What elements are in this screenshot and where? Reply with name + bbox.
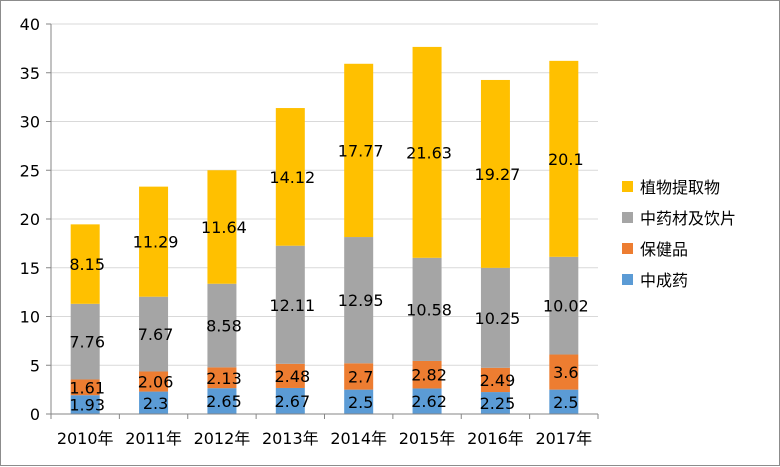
bar-segment bbox=[480, 267, 510, 368]
bar-segment bbox=[207, 170, 237, 284]
data-label: 2.67 bbox=[275, 392, 311, 411]
bar-segment bbox=[549, 60, 579, 257]
y-tick-label: 5 bbox=[30, 356, 40, 375]
data-label: 12.11 bbox=[269, 296, 315, 315]
legend-label: 植物提取物 bbox=[640, 178, 720, 197]
data-label: 12.95 bbox=[338, 291, 384, 310]
bar-segment bbox=[70, 303, 100, 380]
legend-label: 中成药 bbox=[640, 271, 688, 290]
x-axis-ticks: 2010年 2011年 2012年 2013年 2014年 2015年 2016年 2017年 bbox=[57, 429, 592, 448]
legend-swatch bbox=[622, 274, 633, 285]
legend-swatch bbox=[622, 243, 633, 254]
data-label: 2.5 bbox=[553, 393, 578, 412]
data-label: 2.7 bbox=[348, 367, 373, 386]
legend-swatch bbox=[622, 181, 633, 192]
y-tick-label: 20 bbox=[20, 210, 40, 229]
bar-segment bbox=[344, 389, 374, 414]
data-label: 11.29 bbox=[133, 233, 179, 252]
bar-segment bbox=[412, 46, 442, 258]
y-axis-ticks: 0 5 10 15 20 25 30 35 40 bbox=[20, 15, 40, 424]
data-label: 14.12 bbox=[269, 168, 315, 187]
data-label: 2.06 bbox=[138, 373, 174, 392]
bar-segment bbox=[275, 245, 305, 364]
bar-segment bbox=[344, 363, 374, 390]
bar-segment bbox=[207, 388, 237, 414]
bar-segment bbox=[344, 63, 374, 238]
data-label: 2.62 bbox=[411, 392, 447, 411]
x-tick-label: 2016年 bbox=[467, 429, 524, 448]
bar-segment bbox=[275, 108, 305, 246]
data-label: 3.6 bbox=[553, 363, 578, 382]
x-tick-label: 2012年 bbox=[194, 429, 251, 448]
bar-segment bbox=[207, 283, 237, 368]
data-label: 8.15 bbox=[69, 255, 105, 274]
data-label: 2.82 bbox=[411, 366, 447, 385]
bar-segment bbox=[139, 371, 169, 392]
y-tick-label: 0 bbox=[30, 405, 40, 424]
bars bbox=[70, 46, 579, 414]
data-label: 19.27 bbox=[475, 165, 521, 184]
bar-segment bbox=[412, 360, 442, 389]
data-label: 7.67 bbox=[138, 325, 174, 344]
bar-segment bbox=[275, 387, 305, 414]
data-label: 2.25 bbox=[480, 394, 516, 413]
bar-segment bbox=[70, 395, 100, 414]
y-tick-label: 35 bbox=[20, 64, 40, 83]
bar-segment bbox=[412, 257, 442, 361]
bar-segment bbox=[207, 367, 237, 389]
data-label: 21.63 bbox=[406, 143, 452, 162]
y-tick-label: 25 bbox=[20, 161, 40, 180]
x-tick-label: 2014年 bbox=[330, 429, 387, 448]
legend-label: 保健品 bbox=[640, 240, 688, 259]
data-label: 2.49 bbox=[480, 371, 516, 390]
y-tick-label: 40 bbox=[20, 15, 40, 34]
bar-segment bbox=[139, 391, 169, 414]
bar-segment bbox=[412, 388, 442, 414]
data-label: 2.65 bbox=[206, 392, 242, 411]
bar-segment bbox=[480, 79, 510, 268]
legend-swatch bbox=[622, 212, 633, 223]
bar-segment bbox=[549, 256, 579, 355]
data-labels: 1.931.61 7.76 8.15 2.3 2.06 7.67 11.29 2.65 2.13… bbox=[69, 141, 588, 414]
data-label: 7.76 bbox=[69, 333, 105, 352]
x-tick-label: 2011年 bbox=[125, 429, 182, 448]
bar-segment bbox=[70, 224, 100, 304]
x-tick-label: 2010年 bbox=[57, 429, 114, 448]
axes bbox=[46, 23, 599, 419]
data-label: 10.02 bbox=[543, 297, 589, 316]
y-tick-label: 15 bbox=[20, 259, 40, 278]
bar-segment bbox=[480, 392, 510, 414]
x-tick-label: 2017年 bbox=[535, 429, 592, 448]
data-label: 2.48 bbox=[275, 367, 311, 386]
bar-segment bbox=[480, 367, 510, 393]
data-label: 1.61 bbox=[69, 378, 105, 397]
bar-segment bbox=[549, 389, 579, 414]
x-tick-label: 2015年 bbox=[399, 429, 456, 448]
bar-segment bbox=[70, 379, 100, 396]
bar-segment bbox=[275, 363, 305, 388]
data-label: 10.25 bbox=[475, 309, 521, 328]
y-tick-label: 30 bbox=[20, 113, 40, 132]
data-label: 20.1 bbox=[548, 150, 584, 169]
data-label: 11.64 bbox=[201, 218, 247, 237]
data-label: 17.77 bbox=[338, 141, 384, 160]
data-label: 2.5 bbox=[348, 393, 373, 412]
data-label: 2.3 bbox=[143, 394, 168, 413]
y-tick-label: 10 bbox=[20, 308, 40, 327]
bar-segment bbox=[139, 186, 169, 297]
data-label: 1.93 bbox=[69, 396, 105, 415]
bar-segment bbox=[549, 354, 579, 390]
data-label: 8.58 bbox=[206, 317, 242, 336]
bar-segment bbox=[139, 296, 169, 372]
legend-label: 中药材及饮片 bbox=[640, 209, 736, 228]
data-label: 10.58 bbox=[406, 300, 452, 319]
data-label: 2.13 bbox=[206, 369, 242, 388]
bar-segment bbox=[344, 237, 374, 364]
x-tick-label: 2013年 bbox=[262, 429, 319, 448]
